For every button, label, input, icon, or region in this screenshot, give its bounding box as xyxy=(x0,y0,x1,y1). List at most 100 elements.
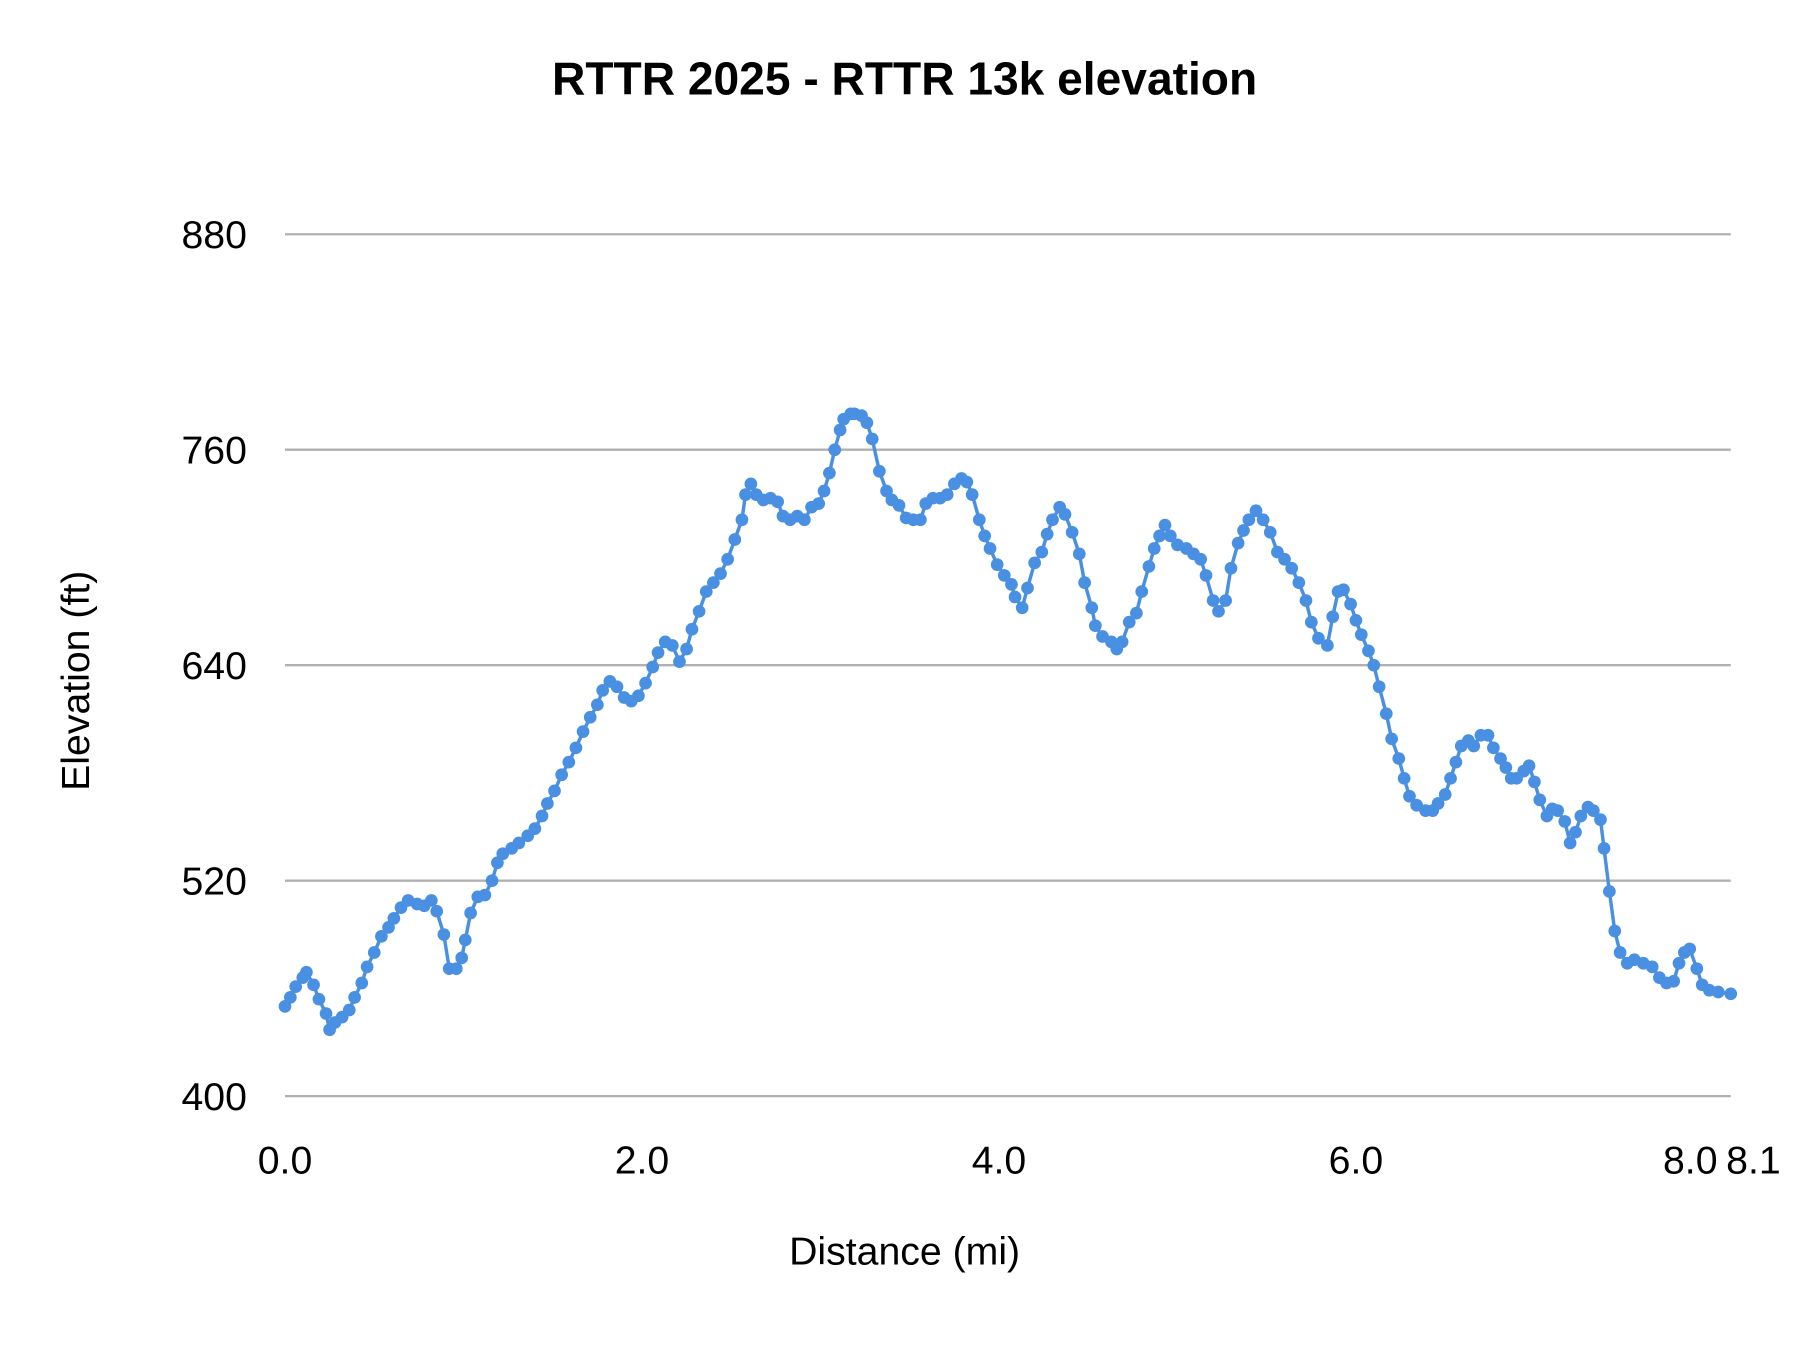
data-point xyxy=(307,978,320,992)
data-point xyxy=(1115,635,1129,649)
data-point xyxy=(680,642,693,656)
data-point xyxy=(1594,813,1607,826)
data-point xyxy=(632,689,645,703)
data-point xyxy=(1499,761,1513,774)
data-point xyxy=(541,797,554,810)
data-point xyxy=(458,933,472,947)
data-point xyxy=(387,912,401,925)
data-point xyxy=(714,567,727,580)
data-point xyxy=(1354,628,1368,642)
data-point xyxy=(960,475,974,489)
y-axis-ticks: 400 520 640 760 880 xyxy=(181,213,246,1119)
data-point xyxy=(342,1003,356,1017)
y-tick-label: 520 xyxy=(181,860,246,904)
data-point xyxy=(1130,606,1143,620)
data-point xyxy=(1586,804,1600,817)
data-point xyxy=(1163,529,1177,543)
data-point xyxy=(1263,525,1277,539)
data-point xyxy=(1438,788,1452,801)
data-point xyxy=(360,960,374,974)
data-point xyxy=(591,698,604,712)
x-axis-ticks: 0.0 2.0 4.0 6.0 8.0 8.1 xyxy=(258,1138,1781,1182)
data-point xyxy=(1724,987,1738,1001)
x-tick-label: 0.0 xyxy=(258,1138,313,1182)
data-point xyxy=(1122,615,1136,629)
data-point xyxy=(1005,578,1018,591)
data-point xyxy=(1158,518,1172,532)
y-tick-label: 640 xyxy=(181,644,246,688)
data-point xyxy=(823,466,836,480)
data-point xyxy=(1522,759,1536,773)
data-point xyxy=(1278,552,1291,566)
data-point xyxy=(1153,529,1166,543)
data-point xyxy=(1058,508,1072,521)
data-point xyxy=(997,569,1011,582)
data-point xyxy=(721,552,735,566)
data-point xyxy=(535,809,549,823)
data-point xyxy=(375,929,388,943)
data-point xyxy=(1449,755,1463,769)
data-point xyxy=(1551,804,1564,817)
data-point xyxy=(548,784,561,798)
data-point xyxy=(1046,513,1059,527)
data-point xyxy=(1574,809,1588,823)
data-point xyxy=(1397,771,1411,785)
elevation-line xyxy=(283,412,1732,1034)
x-tick-label: 4.0 xyxy=(972,1138,1027,1182)
data-point xyxy=(1008,590,1022,604)
data-point xyxy=(430,904,444,918)
y-tick-label: 400 xyxy=(181,1075,246,1119)
data-point xyxy=(1085,601,1099,615)
gridlines xyxy=(285,233,1731,1098)
data-point xyxy=(583,710,597,724)
x-tick-label: 2.0 xyxy=(615,1138,670,1182)
data-point xyxy=(348,991,361,1004)
data-point xyxy=(860,416,874,430)
data-point xyxy=(319,1007,333,1020)
data-point xyxy=(1344,597,1357,611)
data-point xyxy=(1231,536,1245,550)
data-point xyxy=(355,976,369,990)
data-point xyxy=(1206,594,1220,607)
data-point xyxy=(1558,815,1572,828)
data-point xyxy=(685,622,699,636)
data-point xyxy=(464,906,477,920)
data-point xyxy=(367,946,381,959)
data-point xyxy=(707,576,720,589)
data-point xyxy=(1088,619,1102,633)
data-point xyxy=(1481,728,1495,742)
data-point xyxy=(865,432,879,446)
data-point xyxy=(965,488,979,501)
x-axis-title: Distance (mi) xyxy=(789,1230,1020,1274)
data-point xyxy=(1690,962,1704,976)
data-point xyxy=(1078,576,1091,589)
data-point xyxy=(1028,556,1042,570)
data-point xyxy=(828,443,842,457)
data-point xyxy=(1237,524,1250,537)
data-point xyxy=(1683,942,1697,956)
data-point xyxy=(1362,644,1375,658)
data-point xyxy=(437,928,451,941)
data-point xyxy=(1608,924,1622,938)
data-point xyxy=(892,499,906,512)
data-point xyxy=(1392,752,1406,765)
data-point xyxy=(478,888,492,902)
data-point xyxy=(562,755,576,769)
data-point xyxy=(1367,658,1381,672)
data-point xyxy=(940,488,954,501)
data-point xyxy=(1563,836,1577,850)
data-point xyxy=(528,822,542,835)
data-point xyxy=(1645,960,1659,974)
data-point xyxy=(1533,793,1547,807)
data-point xyxy=(1072,547,1086,561)
data-point xyxy=(1212,604,1225,618)
data-point xyxy=(1199,569,1213,582)
y-tick-label: 760 xyxy=(181,429,246,473)
elevation-points xyxy=(278,407,1738,1037)
data-point xyxy=(1613,946,1627,959)
data-point xyxy=(1242,513,1256,527)
x-tick-label: 8.0 xyxy=(1663,1138,1718,1182)
data-point xyxy=(1135,585,1149,598)
data-point xyxy=(692,604,706,618)
